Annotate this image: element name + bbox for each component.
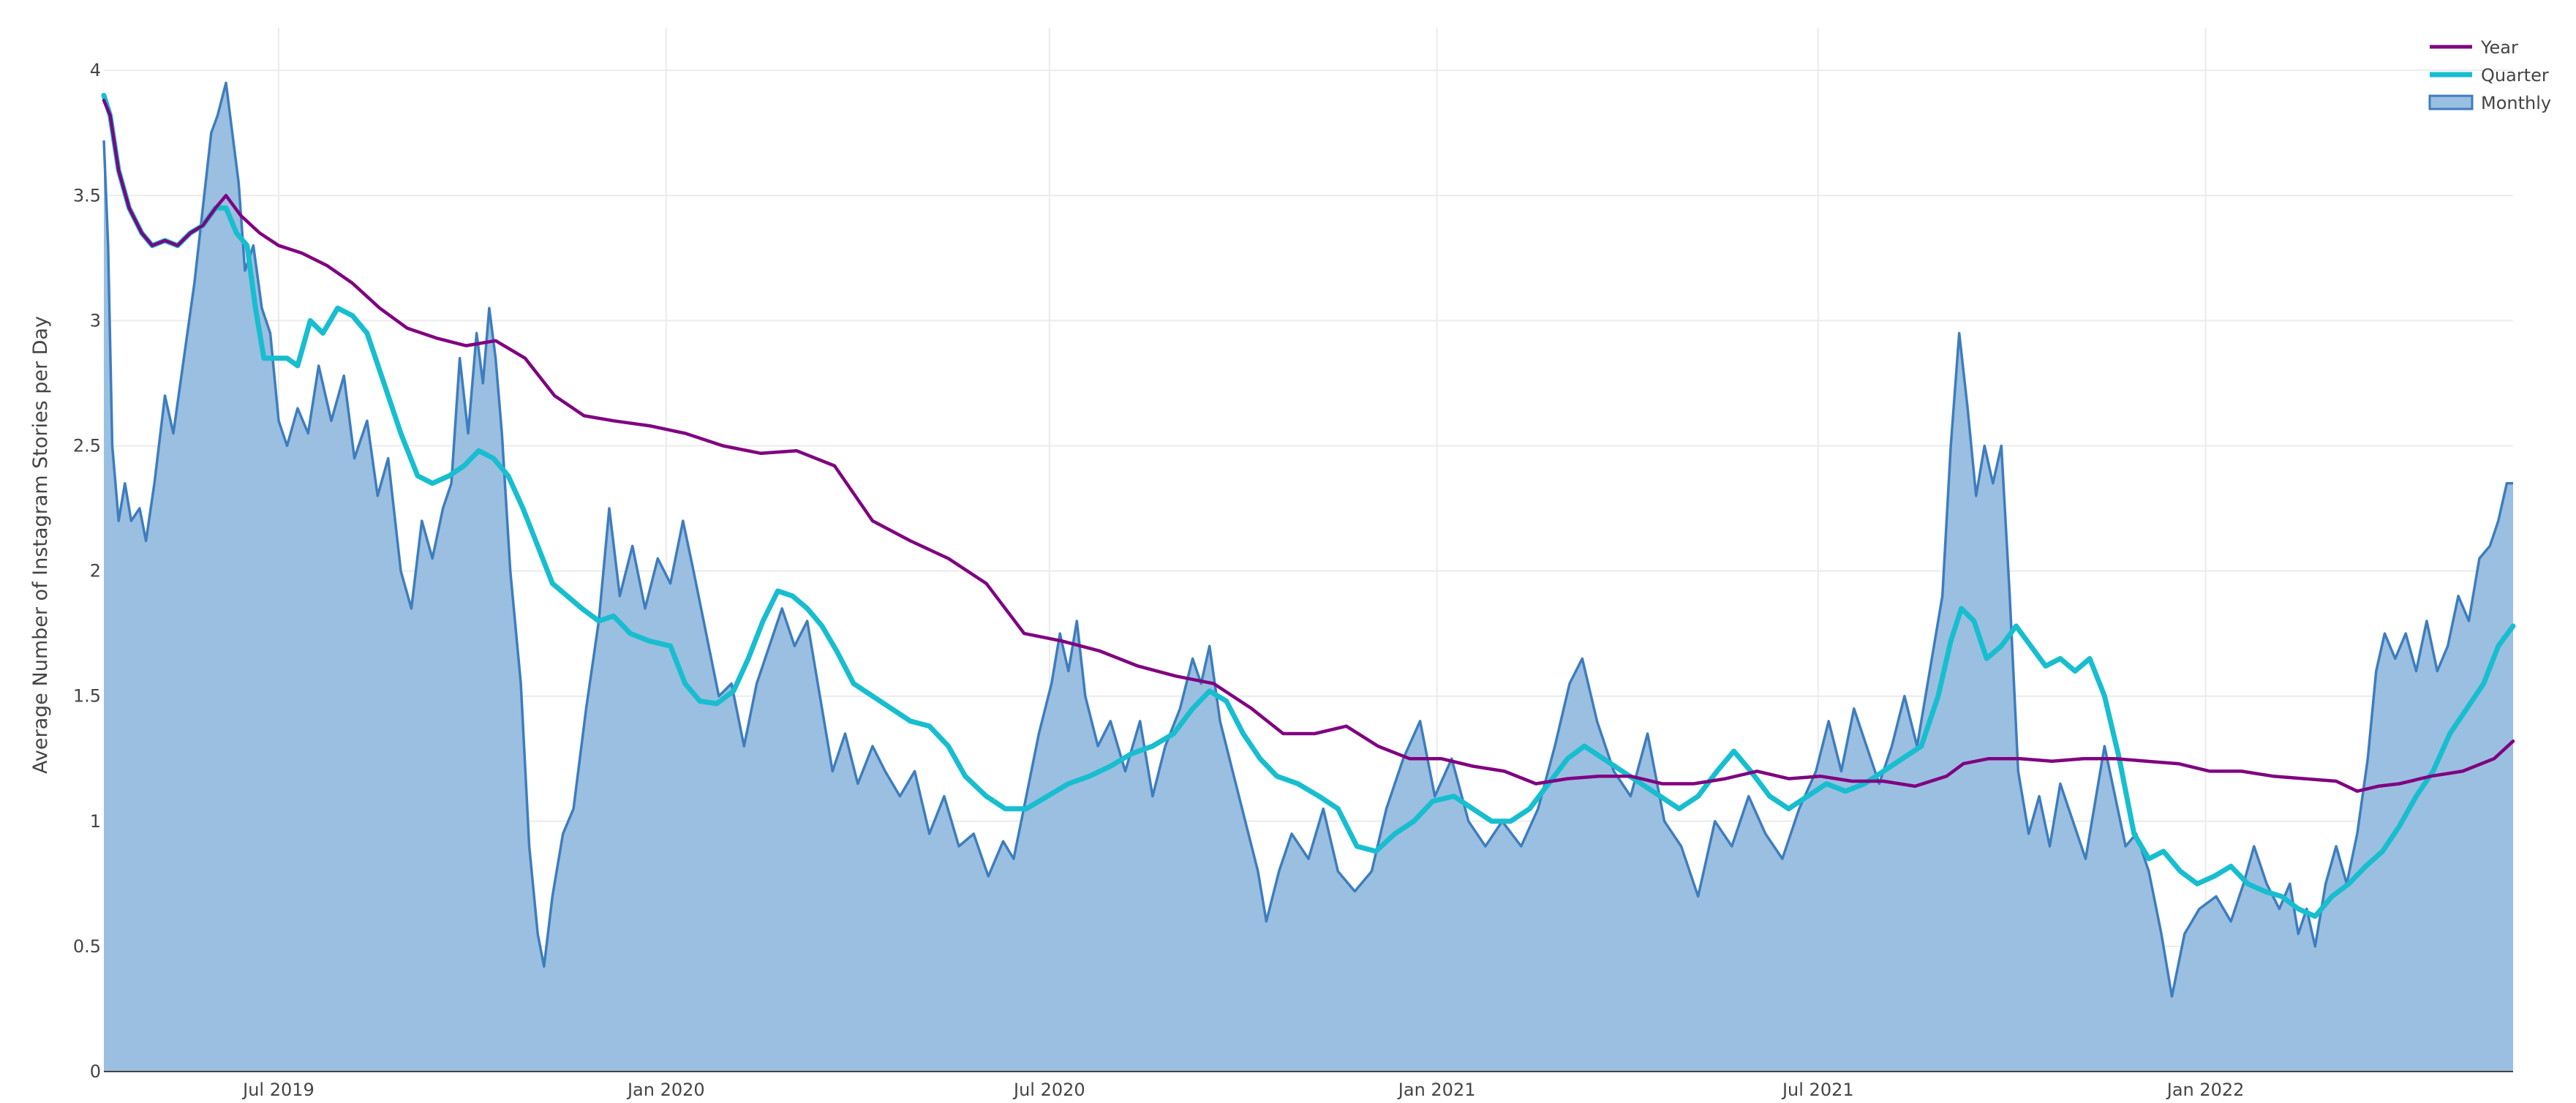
monthly-series-layer [102, 81, 2513, 1072]
year-line [102, 98, 2515, 793]
y-tick-label: 2.5 [73, 435, 101, 456]
y-tick-label: 1 [90, 811, 101, 832]
legend-label: Quarter [2481, 65, 2549, 86]
y-tick-label: 0 [90, 1061, 101, 1082]
legend-item-quarter[interactable]: Quarter [2430, 65, 2549, 86]
x-tick-label: Jul 2020 [1012, 1080, 1085, 1100]
legend-label: Monthly [2481, 93, 2551, 113]
legend-label: Year [2480, 37, 2518, 58]
y-tick-label: 3.5 [73, 185, 101, 206]
legend[interactable]: Year Quarter Monthly [2428, 37, 2551, 113]
y-tick-label: 2 [90, 561, 101, 581]
year-series-layer [102, 98, 2515, 793]
y-tick-label: 0.5 [73, 936, 101, 957]
y-tick-label: 3 [90, 310, 101, 331]
axis-layer: 0 0.5 1 1.5 2 2.5 3 3.5 4 Jul 2019 Jan 2020 Jul 202… [73, 60, 2513, 1100]
monthly-area-fill [104, 83, 2513, 1072]
quarter-line [101, 92, 2516, 919]
legend-item-year[interactable]: Year [2430, 37, 2518, 58]
y-axis-title: Average Number of Instagram Stories per … [29, 316, 52, 774]
x-tick-label: Jan 2020 [626, 1080, 705, 1100]
x-tick-label: Jan 2022 [2166, 1080, 2245, 1100]
x-tick-label: Jul 2019 [241, 1080, 315, 1100]
y-tick-label: 1.5 [73, 686, 101, 707]
x-tick-label: Jul 2021 [1781, 1080, 1854, 1100]
legend-swatch-monthly [2428, 94, 2474, 110]
x-tick-label: Jan 2021 [1397, 1080, 1476, 1100]
y-tick-label: 4 [90, 60, 101, 80]
quarter-series-layer [101, 92, 2516, 919]
legend-item-monthly[interactable]: Monthly [2428, 93, 2551, 113]
